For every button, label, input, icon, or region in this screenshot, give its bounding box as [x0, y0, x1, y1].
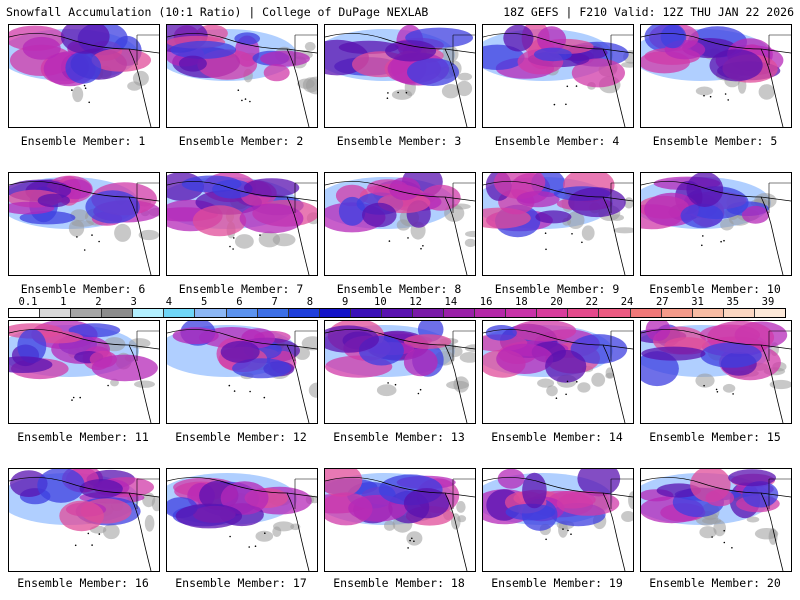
colorbar-tick-label: 20 — [550, 296, 563, 308]
ensemble-member-label: Ensemble Member: 20 — [649, 576, 781, 590]
ensemble-map-15 — [640, 320, 792, 424]
colorbar-tick-label: 22 — [585, 296, 599, 308]
colorbar-swatch — [599, 309, 631, 317]
colorbar-tick-label: 5 — [201, 296, 208, 308]
ensemble-member-label: Ensemble Member: 16 — [17, 576, 149, 590]
colorbar-swatch — [444, 309, 476, 317]
ensemble-map-20 — [640, 468, 792, 572]
colorbar-tick-label: 35 — [726, 296, 740, 308]
colorbar-swatch — [319, 309, 351, 317]
colorbar-tick-label: 7 — [271, 296, 278, 308]
colorbar-swatch — [40, 309, 72, 317]
ensemble-member-label: Ensemble Member: 15 — [649, 430, 781, 444]
colorbar-labels: 0.1 1 2 3 4 5 6 7 8 9 10 12 14 16 18 20 22 24 27 31 35 39 — [8, 296, 784, 308]
ensemble-map-18 — [324, 468, 476, 572]
colorbar-swatch — [71, 309, 103, 317]
ensemble-map-16 — [8, 468, 160, 572]
ensemble-member-label: Ensemble Member: 12 — [175, 430, 307, 444]
colorbar-swatch — [133, 309, 165, 317]
colorbar-swatch — [288, 309, 320, 317]
ensemble-member-label: Ensemble Member: 2 — [178, 134, 304, 148]
ensemble-member-label: Ensemble Member: 7 — [178, 282, 304, 296]
colorbar-swatch — [102, 309, 134, 317]
ensemble-map-13 — [324, 320, 476, 424]
ensemble-member-label: Ensemble Member: 3 — [336, 134, 462, 148]
ensemble-member-label: Ensemble Member: 8 — [336, 282, 462, 296]
ensemble-map-10 — [640, 172, 792, 276]
ensemble-map-11 — [8, 320, 160, 424]
colorbar-swatch — [475, 309, 507, 317]
ensemble-member-label: Ensemble Member: 10 — [649, 282, 781, 296]
ensemble-member-label: Ensemble Member: 18 — [333, 576, 465, 590]
colorbar-tick-label: 3 — [130, 296, 137, 308]
colorbar-swatch — [226, 309, 258, 317]
colorbar-tick-label: 14 — [444, 296, 458, 308]
run-valid-time: 18Z GEFS | F210 Valid: 12Z THU JAN 22 20… — [503, 5, 794, 19]
colorbar-swatch — [537, 309, 569, 317]
colorbar-tick-label: 9 — [341, 296, 349, 308]
ensemble-map-7 — [166, 172, 318, 276]
colorbar-tick-label: 39 — [761, 296, 775, 308]
ensemble-member-label: Ensemble Member: 19 — [491, 576, 623, 590]
colorbar-tick-label: 6 — [236, 296, 243, 308]
colorbar-swatch — [413, 309, 445, 317]
colorbar-swatch — [257, 309, 289, 317]
colorbar-swatch — [350, 309, 382, 317]
ensemble-map-8 — [324, 172, 476, 276]
map-title: Snowfall Accumulation (10:1 Ratio) | Col… — [6, 5, 429, 19]
colorbar-tick-label: 4 — [165, 296, 173, 308]
colorbar-tick-label: 18 — [515, 296, 528, 308]
colorbar-tick-label: 10 — [374, 296, 387, 308]
ensemble-member-label: Ensemble Member: 13 — [333, 430, 465, 444]
ensemble-map-17 — [166, 468, 318, 572]
ensemble-map-3 — [324, 24, 476, 128]
colorbar-swatch — [506, 309, 538, 317]
snowfall-colorbar — [8, 308, 786, 318]
colorbar-swatch — [692, 309, 724, 317]
colorbar-swatch — [381, 309, 414, 317]
ensemble-map-2 — [166, 24, 318, 128]
ensemble-member-label: Ensemble Member: 6 — [20, 282, 146, 296]
colorbar-swatch — [661, 309, 693, 317]
colorbar-swatch — [164, 309, 196, 317]
colorbar-tick-label: 31 — [691, 296, 704, 308]
colorbar-tick-label: 8 — [306, 296, 314, 308]
ensemble-map-9 — [482, 172, 634, 276]
colorbar-swatch — [630, 309, 662, 317]
colorbar-swatch — [195, 309, 227, 317]
colorbar-tick-label: 16 — [479, 296, 493, 308]
colorbar-tick-label: 0.1 — [18, 296, 38, 308]
ensemble-member-label: Ensemble Member: 17 — [175, 576, 307, 590]
colorbar-swatch — [754, 309, 785, 317]
colorbar-tick-label: 12 — [409, 296, 422, 308]
colorbar-tick-label: 27 — [655, 296, 669, 308]
colorbar-swatch — [723, 309, 755, 317]
colorbar-tick-label: 24 — [620, 296, 634, 308]
colorbar-tick-label: 1 — [60, 296, 67, 308]
ensemble-member-label: Ensemble Member: 14 — [491, 430, 623, 444]
ensemble-member-label: Ensemble Member: 9 — [494, 282, 620, 296]
ensemble-map-4 — [482, 24, 634, 128]
ensemble-map-6 — [8, 172, 160, 276]
ensemble-member-label: Ensemble Member: 1 — [20, 134, 146, 148]
ensemble-map-14 — [482, 320, 634, 424]
ensemble-member-label: Ensemble Member: 11 — [17, 430, 149, 444]
colorbar-tick-label: 2 — [95, 296, 102, 308]
ensemble-map-19 — [482, 468, 634, 572]
ensemble-member-label: Ensemble Member: 5 — [652, 134, 778, 148]
colorbar-swatch — [568, 309, 600, 317]
ensemble-map-12 — [166, 320, 318, 424]
ensemble-map-5 — [640, 24, 792, 128]
ensemble-member-label: Ensemble Member: 4 — [494, 134, 620, 148]
colorbar-swatch — [9, 309, 41, 317]
ensemble-map-1 — [8, 24, 160, 128]
